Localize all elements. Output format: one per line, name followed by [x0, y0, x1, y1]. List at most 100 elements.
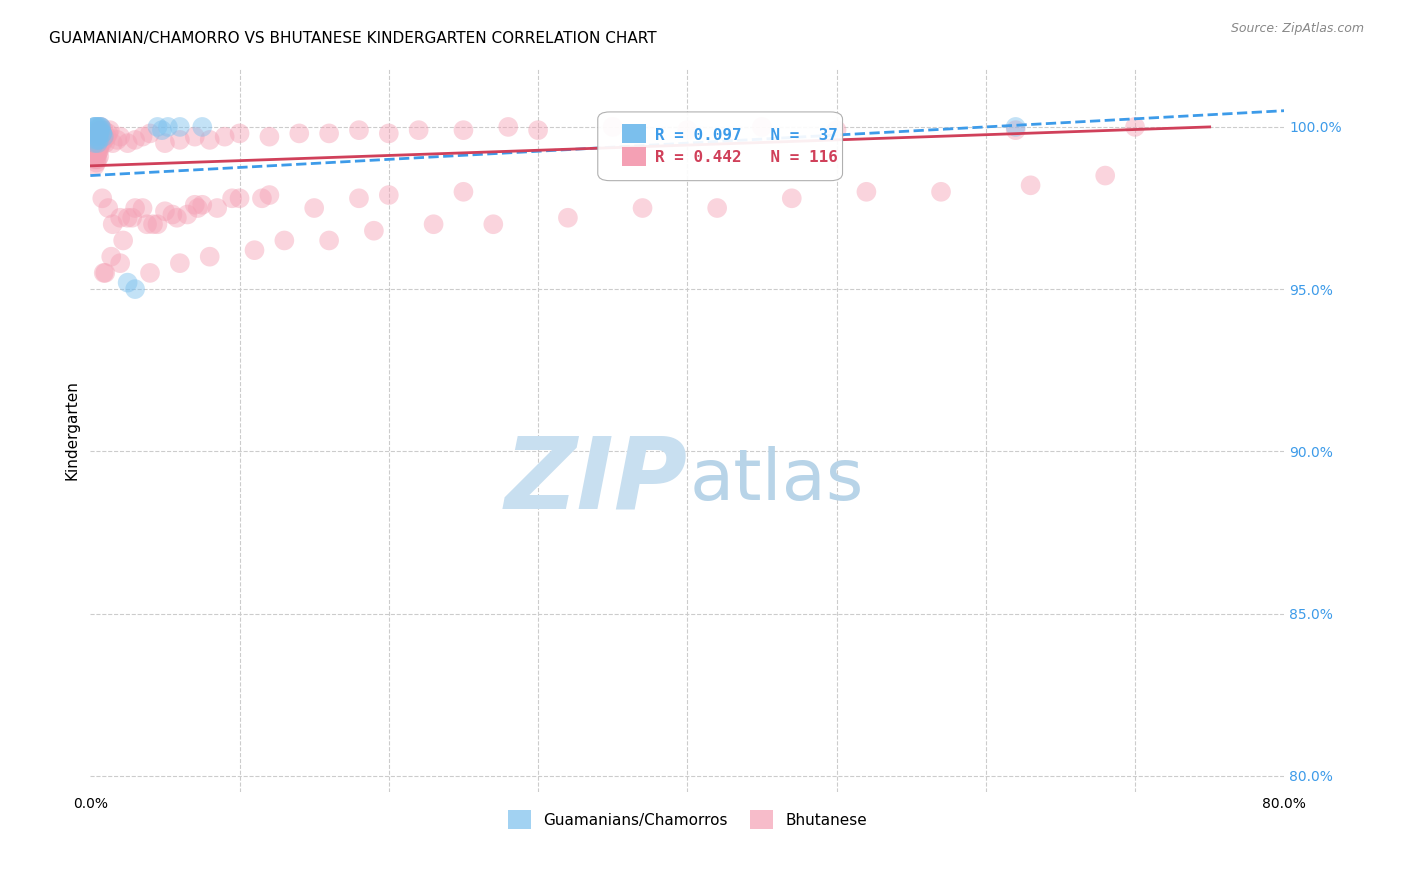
Point — [84, 120, 107, 134]
Point — [87, 145, 110, 160]
Point — [929, 185, 952, 199]
Point — [124, 201, 146, 215]
Point — [82, 127, 104, 141]
Point — [89, 143, 111, 157]
Point — [89, 127, 111, 141]
Point — [91, 127, 114, 141]
Point — [93, 123, 115, 137]
Point — [1019, 178, 1042, 193]
Point — [221, 191, 243, 205]
Point — [273, 234, 295, 248]
Point — [90, 120, 112, 134]
Point — [89, 139, 111, 153]
Point — [169, 120, 191, 134]
Point — [87, 143, 110, 157]
Bar — [621, 147, 645, 166]
Point — [87, 123, 110, 137]
Point — [347, 191, 370, 205]
Point — [87, 129, 110, 144]
Point — [87, 133, 110, 147]
Point — [98, 123, 121, 137]
Point — [83, 159, 105, 173]
Point — [84, 123, 107, 137]
Point — [90, 129, 112, 144]
Point — [150, 123, 173, 137]
Point — [121, 211, 143, 225]
Point — [108, 211, 131, 225]
Point — [162, 207, 184, 221]
Point — [94, 136, 117, 150]
Text: atlas: atlas — [690, 446, 865, 516]
Point — [89, 133, 111, 147]
Point — [378, 127, 401, 141]
Point — [156, 120, 179, 134]
Point — [146, 217, 169, 231]
Point — [318, 127, 340, 141]
Point — [302, 201, 325, 215]
Point — [89, 123, 111, 137]
Point — [408, 123, 430, 137]
Text: R = 0.097   N =  37: R = 0.097 N = 37 — [655, 128, 838, 143]
Point — [84, 123, 107, 137]
Point — [288, 127, 311, 141]
Point — [184, 198, 207, 212]
Point — [1004, 123, 1026, 137]
Text: Source: ZipAtlas.com: Source: ZipAtlas.com — [1230, 22, 1364, 36]
Point — [101, 217, 124, 231]
Point — [83, 149, 105, 163]
Point — [602, 120, 624, 134]
Point — [347, 123, 370, 137]
Point — [153, 136, 176, 150]
Point — [136, 217, 159, 231]
Point — [87, 120, 110, 134]
Point — [94, 266, 117, 280]
Text: R = 0.442   N = 116: R = 0.442 N = 116 — [655, 150, 838, 165]
Point — [318, 234, 340, 248]
Point — [139, 266, 162, 280]
Point — [87, 136, 110, 150]
Point — [83, 120, 105, 134]
Point — [146, 120, 169, 134]
Point — [214, 129, 236, 144]
Point — [90, 120, 112, 134]
Point — [453, 123, 475, 137]
Point — [90, 136, 112, 150]
Point — [87, 153, 110, 167]
Point — [131, 201, 153, 215]
Point — [153, 204, 176, 219]
Point — [87, 127, 110, 141]
Point — [83, 136, 105, 150]
Point — [496, 120, 519, 134]
Point — [101, 136, 124, 150]
Point — [90, 133, 112, 147]
Point — [198, 133, 221, 147]
Point — [83, 153, 105, 167]
Point — [96, 129, 118, 144]
Point — [105, 133, 128, 147]
Point — [198, 250, 221, 264]
Point — [855, 185, 877, 199]
Point — [482, 217, 505, 231]
Point — [84, 139, 107, 153]
Point — [378, 188, 401, 202]
Legend: Guamanians/Chamorros, Bhutanese: Guamanians/Chamorros, Bhutanese — [502, 804, 873, 835]
Point — [84, 149, 107, 163]
Point — [91, 136, 114, 150]
Point — [112, 234, 135, 248]
Point — [117, 211, 139, 225]
Point — [422, 217, 444, 231]
Point — [87, 136, 110, 150]
Point — [97, 127, 120, 141]
Point — [83, 120, 105, 134]
Point — [90, 120, 112, 134]
Point — [87, 129, 110, 144]
Point — [166, 211, 188, 225]
FancyBboxPatch shape — [598, 112, 842, 181]
Point — [780, 191, 803, 205]
Point — [191, 120, 214, 134]
Point — [91, 127, 114, 141]
Point — [139, 127, 162, 141]
Point — [1094, 169, 1116, 183]
Point — [259, 129, 281, 144]
Point — [243, 243, 266, 257]
